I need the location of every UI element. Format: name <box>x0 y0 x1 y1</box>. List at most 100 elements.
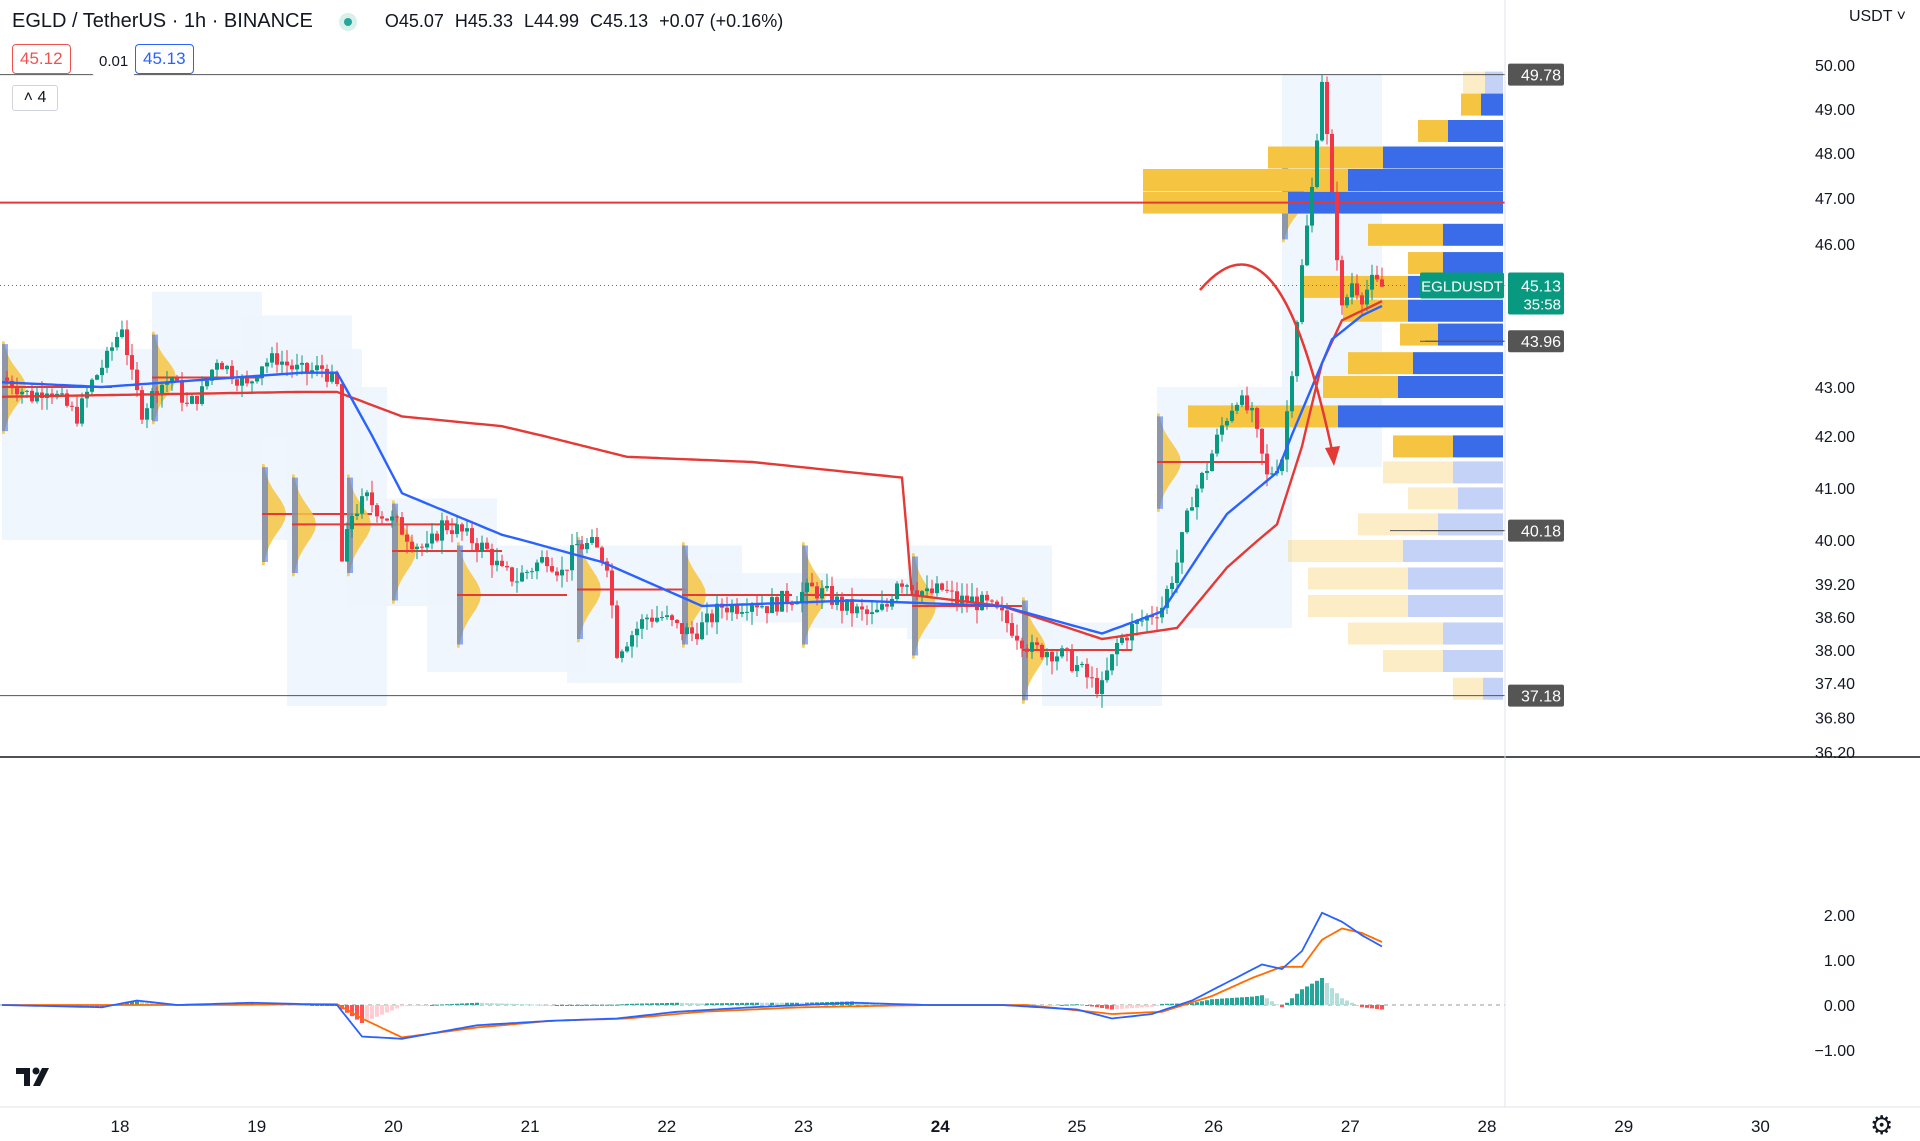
candle <box>190 393 194 405</box>
candle <box>675 619 679 629</box>
candle-body <box>75 406 79 424</box>
macd-histogram-bar <box>1365 1005 1369 1008</box>
candle-body <box>1330 133 1334 193</box>
candle <box>200 376 204 406</box>
macd-histogram-bar <box>1305 986 1309 1005</box>
candle <box>340 380 344 562</box>
candle-body <box>500 560 504 566</box>
candle <box>1325 76 1329 145</box>
macd-histogram-bar <box>530 1004 534 1006</box>
macd-histogram-bar <box>780 1002 784 1005</box>
candle <box>1085 658 1089 689</box>
candle-body <box>555 571 559 576</box>
macd-histogram-bar <box>420 1005 424 1006</box>
candle <box>160 383 164 408</box>
candle-body <box>1165 588 1169 608</box>
candle <box>1050 648 1054 675</box>
symbol-title[interactable]: EGLD / TetherUS · 1h · BINANCE <box>12 10 313 32</box>
macd-histogram-bar <box>775 1002 779 1005</box>
candle <box>290 359 294 378</box>
candle <box>125 320 129 366</box>
candle <box>300 355 304 375</box>
volume-profile-down-bar <box>1438 513 1503 536</box>
candle-body <box>1325 81 1329 134</box>
candle-body <box>1045 651 1049 658</box>
macd-histogram-bar <box>1380 1005 1384 1010</box>
candle-body <box>1185 510 1189 533</box>
macd-histogram-bar <box>585 1004 589 1006</box>
open-value: O45.07 <box>384 11 444 31</box>
candle-body <box>300 362 304 365</box>
candle-body <box>95 375 99 380</box>
candle <box>515 568 519 593</box>
indicator-legend-toggle[interactable]: ˄ 4 <box>12 85 58 111</box>
candle-body <box>150 391 154 409</box>
volume-profile-down-bar <box>1453 435 1503 458</box>
candle <box>635 621 639 648</box>
candle <box>1235 402 1239 415</box>
candle <box>765 605 769 624</box>
macd-histogram-bar <box>380 1005 384 1015</box>
candle <box>585 538 589 554</box>
candle-body <box>1180 532 1184 563</box>
macd-histogram-bar <box>535 1004 539 1006</box>
level-label-box <box>1508 63 1564 86</box>
candle <box>800 582 804 613</box>
macd-histogram-bar <box>1195 1002 1199 1005</box>
macd-histogram-bar <box>1065 1004 1069 1006</box>
candle <box>5 370 9 383</box>
macd-histogram-bar <box>635 1003 639 1005</box>
volume-profile-up-bar <box>1268 146 1383 169</box>
candle <box>580 535 584 551</box>
macd-histogram-bar <box>700 1003 704 1005</box>
candle <box>865 605 869 626</box>
volume-profile-down-bar <box>1408 567 1503 590</box>
candle-body <box>1215 434 1219 454</box>
projection-arrow-path <box>1199 263 1335 456</box>
candle <box>560 556 564 588</box>
macd-histogram-bar <box>135 1000 139 1005</box>
candle-body <box>295 364 299 370</box>
macd-histogram-bar <box>505 1003 509 1005</box>
candle <box>1170 576 1174 595</box>
buy-price-button[interactable]: 45.13 <box>135 44 194 74</box>
sell-price-button[interactable]: 45.12 <box>12 44 71 74</box>
candle-body <box>210 369 214 381</box>
candle-body <box>885 604 889 607</box>
candle <box>255 377 259 384</box>
macd-pane <box>0 756 1920 1040</box>
price-tick-label: 47.00 <box>1815 191 1855 208</box>
candle <box>850 587 854 627</box>
macd-histogram-bar <box>445 1004 449 1006</box>
gear-icon[interactable]: ⚙ <box>1870 1110 1894 1140</box>
volume-profile-down-bar <box>1338 405 1503 428</box>
candle <box>1320 74 1324 142</box>
volume-profile-up-bar <box>1308 567 1408 590</box>
candle-body <box>1335 192 1339 261</box>
candle-body <box>170 377 174 382</box>
indicator-count: 4 <box>37 89 47 106</box>
macd-histogram-bar <box>1205 1000 1209 1005</box>
candle-body <box>565 569 569 571</box>
candle <box>960 583 964 614</box>
macd-histogram-bar <box>680 1002 684 1005</box>
candle-body <box>1110 654 1114 671</box>
macd-histogram-bar <box>690 1003 694 1005</box>
macd-histogram-bar <box>705 1003 709 1005</box>
candle-body <box>530 571 534 573</box>
candle <box>425 531 429 553</box>
candle <box>1300 259 1304 325</box>
volume-profile-up-bar <box>1348 352 1413 375</box>
macd-histogram-bar <box>645 1003 649 1005</box>
candle <box>885 598 889 612</box>
tradingview-logo-icon[interactable] <box>14 1062 58 1092</box>
candle-body <box>185 402 189 404</box>
candle-body <box>425 543 429 548</box>
candle-body <box>510 567 514 582</box>
candle <box>265 358 269 373</box>
candle <box>965 583 969 613</box>
candle-body <box>1130 623 1134 641</box>
currency-selector[interactable]: USDT ˅ <box>1848 8 1906 25</box>
macd-histogram-bar <box>650 1003 654 1005</box>
